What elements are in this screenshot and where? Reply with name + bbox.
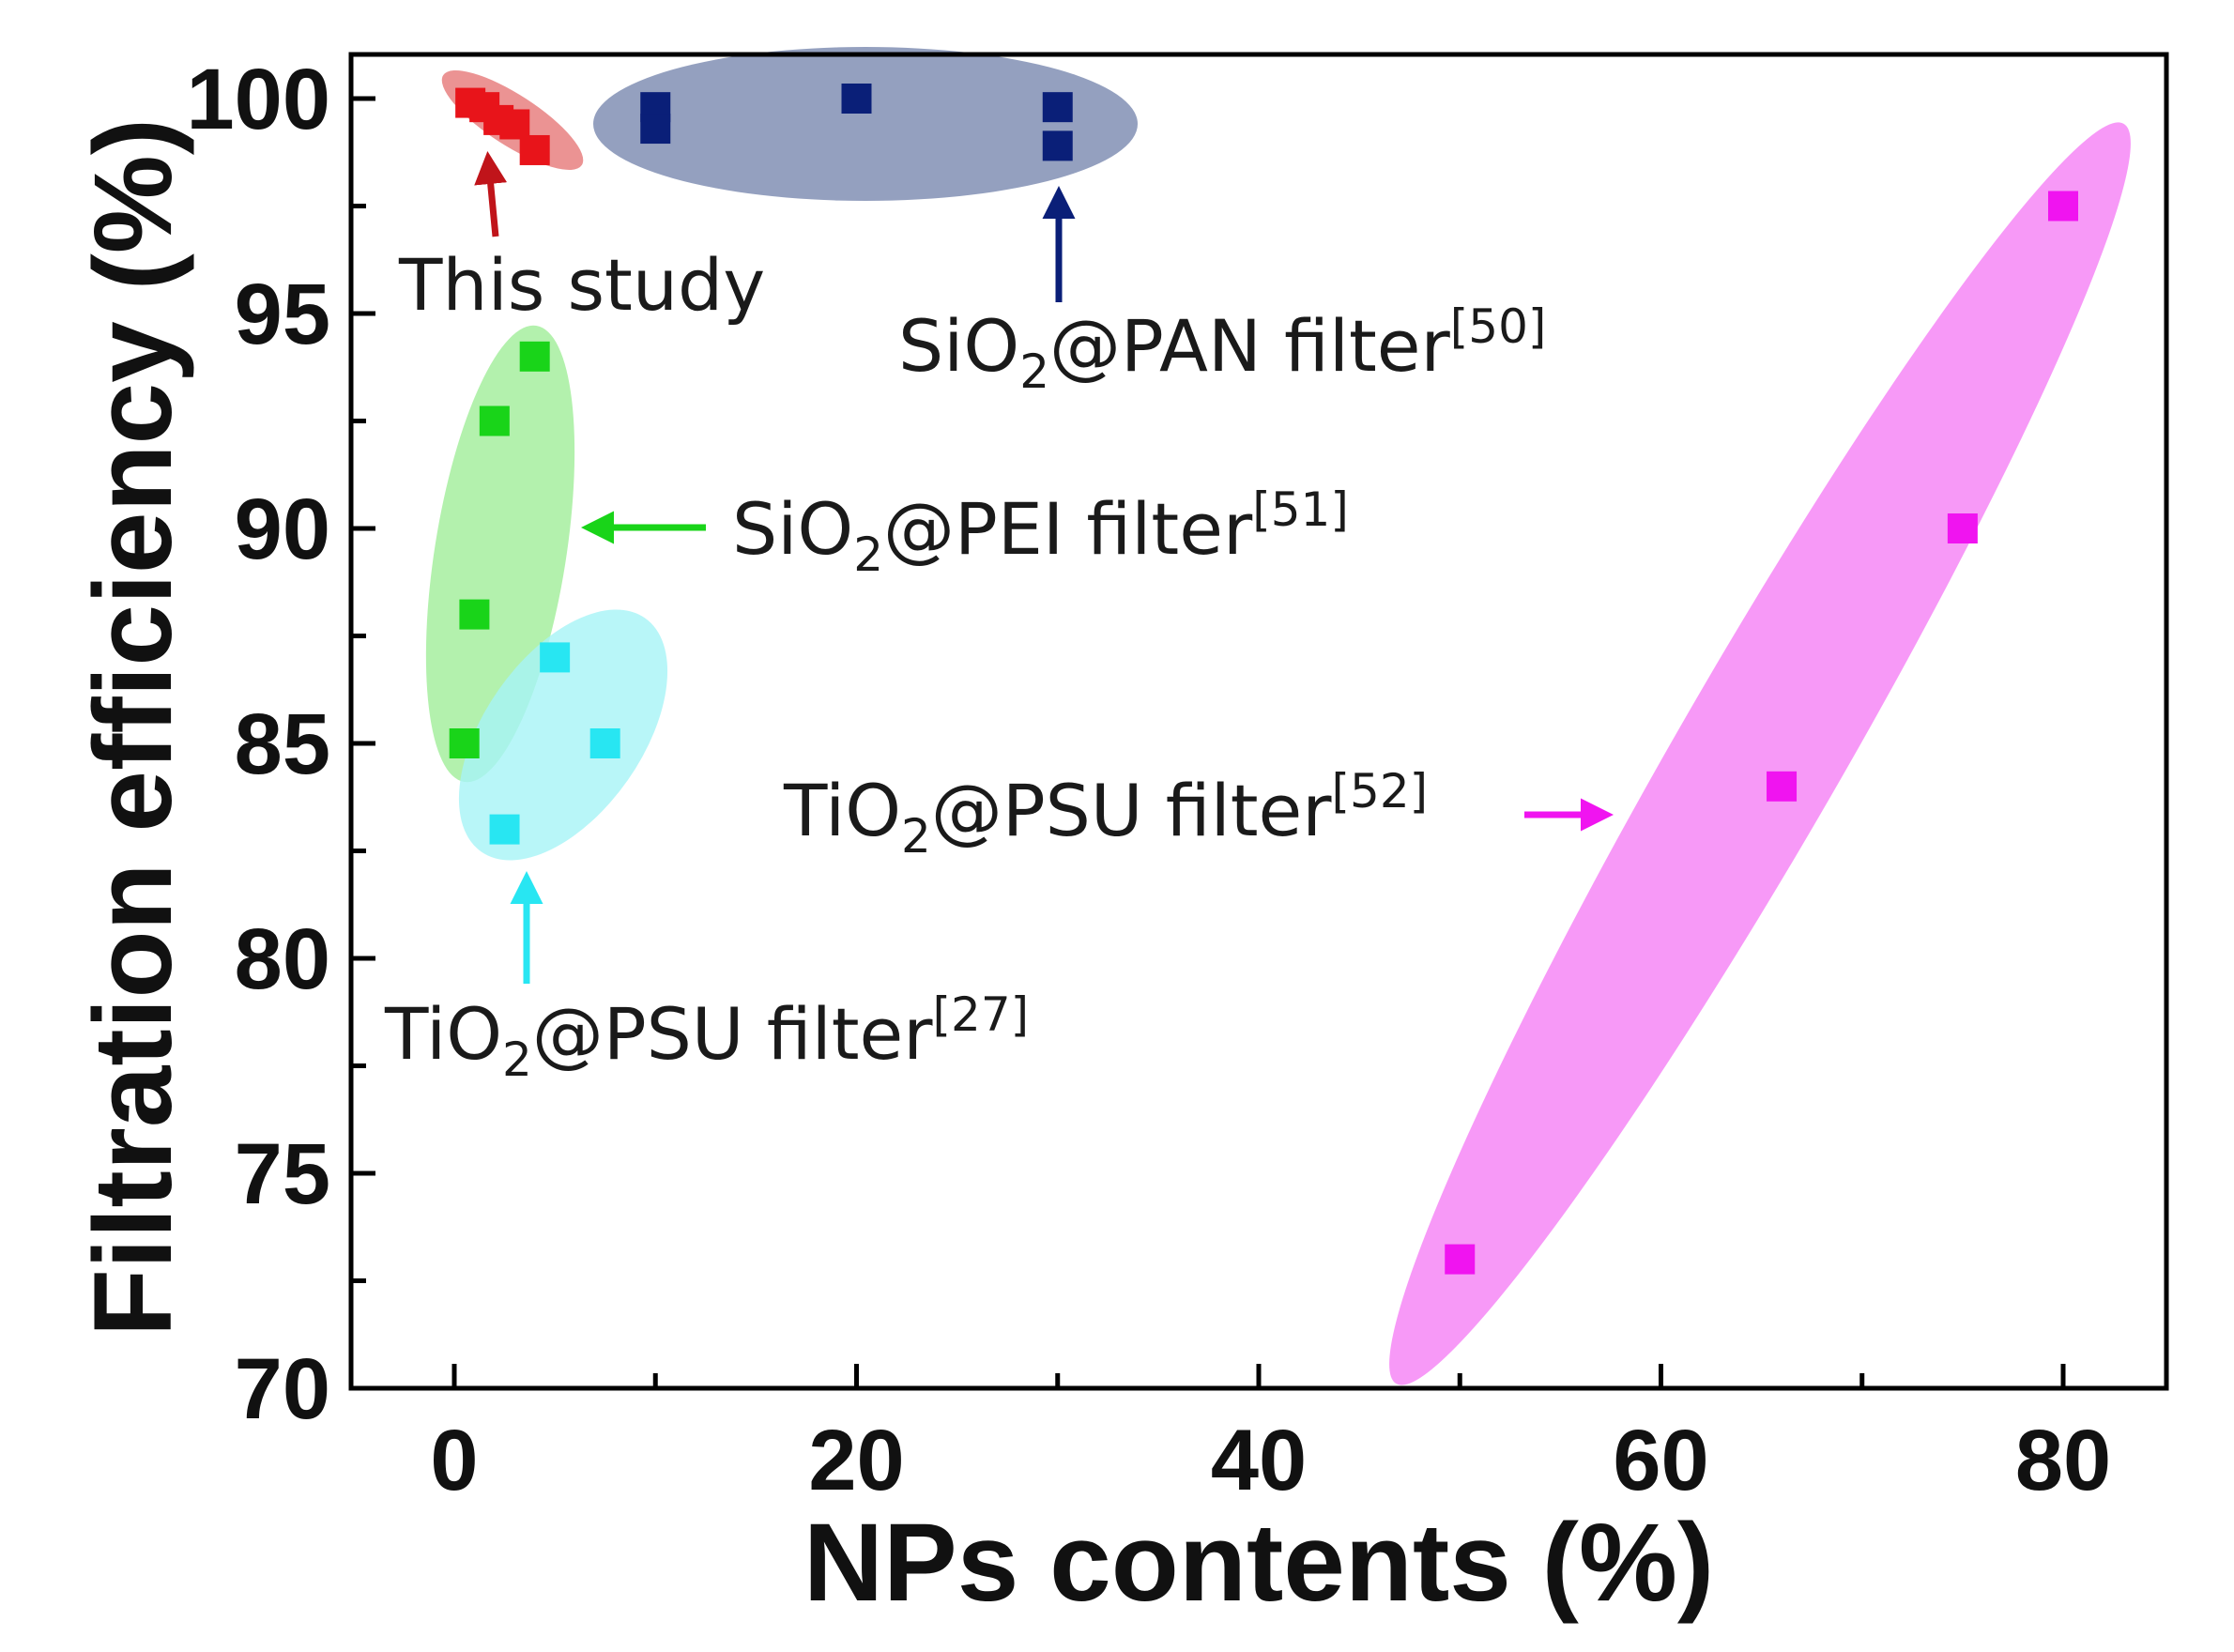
- y-axis-title: Filtration efficiency (%): [71, 118, 195, 1337]
- this-study-label: This study: [398, 243, 765, 327]
- y-axis: 70 75 80 85 90 95 100: [187, 52, 375, 1437]
- data-point-series-0: [519, 134, 550, 165]
- data-point-series-4: [2048, 191, 2078, 222]
- y-tick-label: 90: [235, 482, 330, 577]
- sio2-pan-label: SiO2@PAN filter[50]: [898, 299, 1546, 399]
- x-tick-label: 20: [808, 1413, 904, 1508]
- tio2-psu-52-ellipse: [1389, 122, 2131, 1385]
- data-point-series-4: [1445, 1244, 1476, 1275]
- data-point-series-1: [1042, 92, 1073, 123]
- tio2-psu-27-ellipse: [458, 609, 668, 861]
- y-tick-label: 80: [235, 911, 330, 1007]
- data-point-series-1: [841, 84, 872, 114]
- data-point-series-4: [1767, 771, 1798, 802]
- data-points: [449, 84, 2078, 1275]
- x-tick-label: 80: [2015, 1413, 2111, 1508]
- y-tick-label: 85: [235, 696, 330, 792]
- y-tick-label: 100: [187, 52, 331, 147]
- data-point-series-1: [1042, 130, 1073, 161]
- sio2-pei-label: SiO2@PEI filter[51]: [732, 482, 1349, 582]
- this-study-arrow: [474, 151, 508, 237]
- x-tick-label: 60: [1613, 1413, 1708, 1508]
- y-tick-label: 70: [235, 1341, 330, 1437]
- y-tick-label: 95: [235, 267, 330, 362]
- x-tick-label: 40: [1211, 1413, 1307, 1508]
- data-point-series-2: [459, 599, 490, 630]
- data-point-series-1: [640, 114, 671, 145]
- data-point-series-3: [489, 814, 520, 845]
- x-axis: 0 20 40 60 80: [430, 1364, 2111, 1508]
- tio2-psu-52-label: TiO2@PSU filter[52]: [783, 764, 1428, 864]
- data-point-series-4: [1947, 513, 1978, 543]
- data-point-series-2: [449, 728, 480, 758]
- data-point-series-3: [540, 642, 571, 673]
- x-tick-label: 0: [430, 1413, 478, 1508]
- data-point-series-2: [519, 341, 550, 372]
- data-point-series-3: [589, 728, 620, 758]
- data-point-series-0: [499, 109, 530, 140]
- x-axis-title: NPs contents (%): [803, 1501, 1714, 1625]
- sio2-pan-ellipse: [593, 47, 1138, 201]
- y-tick-label: 75: [235, 1126, 330, 1222]
- tio2-psu-27-label: TiO2@PSU filter[27]: [384, 987, 1029, 1087]
- data-point-series-2: [479, 405, 510, 436]
